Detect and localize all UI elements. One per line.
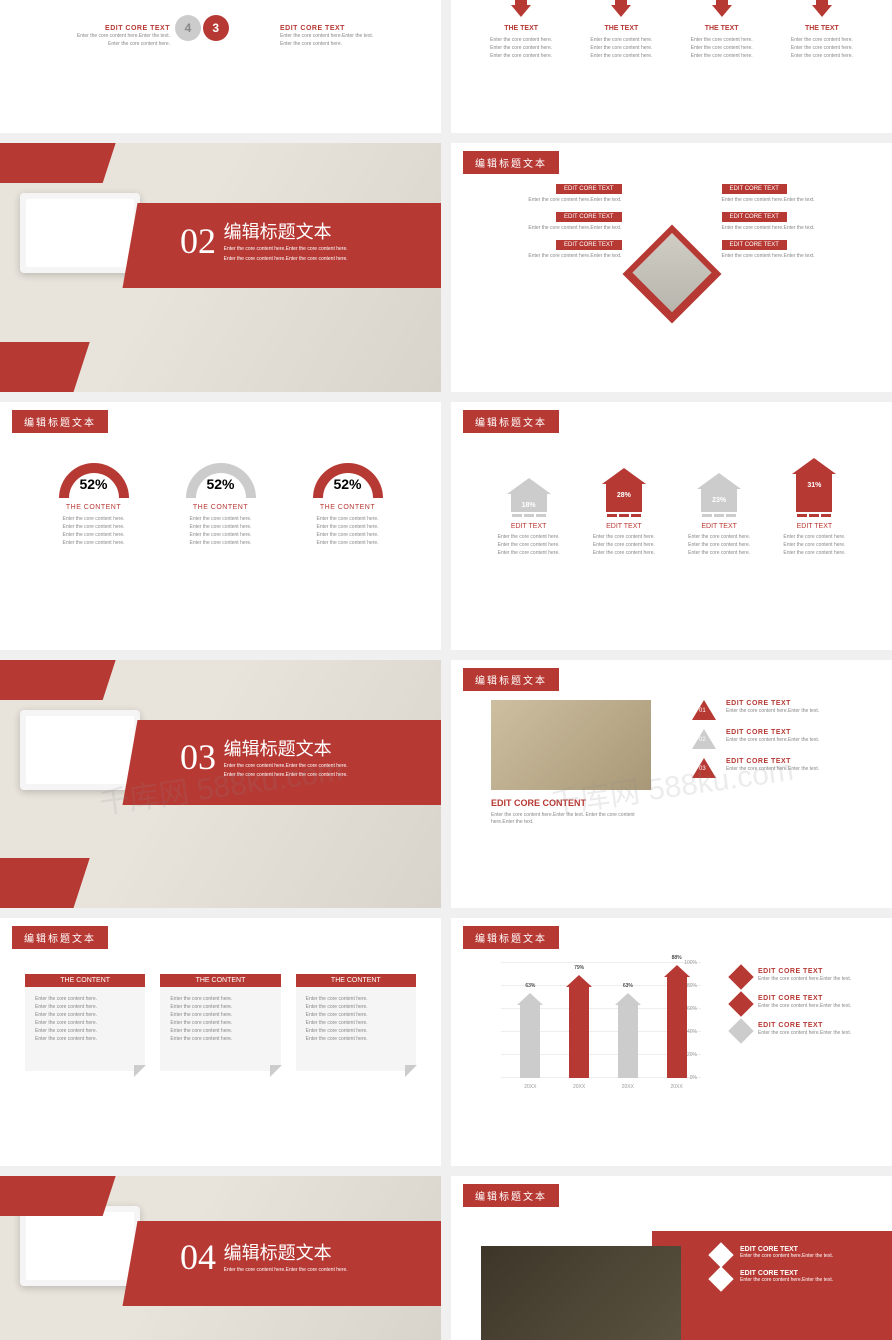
laptop-image [20,710,140,790]
slide-12: 编辑标题文本 EDIT CORE TEXTEnter the core cont… [451,1176,892,1340]
col-title: THE TEXT [581,25,661,32]
content-card: THE CONTENTEnter the core content here.E… [25,974,145,1071]
circle-4: 4 [175,15,201,41]
slide-title: 编辑标题文本 [463,668,559,691]
slide-2: THE TEXTEnter the core content here.Ente… [451,0,892,133]
slide-4: 编辑标题文本 EDIT CORE TEXTEnter the core cont… [451,143,892,391]
section-02: 02 编辑标题文本Enter the core content here.Ent… [0,143,441,391]
col-title: THE TEXT [481,25,561,32]
body-text: Enter the core content here.Enter the te… [60,32,170,40]
s1-right-title: EDIT CORE TEXT [280,25,400,32]
section-03: 03 编辑标题文本Enter the core content here.Ent… [0,660,441,908]
col-title: THE TEXT [782,25,862,32]
badge: EDIT CORE TEXT [556,184,621,194]
slide-title: 编辑标题文本 [463,410,559,433]
diamond-icon [708,1266,733,1291]
image-caption: EDIT CORE CONTENT [491,798,586,808]
content-image [481,1246,681,1340]
arrow-bar-chart: 0%20%40%60%80%100% 63%20XX79%20XX63%20XX… [481,963,701,1093]
body-text: Enter the core content here.Enter the te… [280,32,400,40]
diamond-icon [708,1242,733,1267]
s1-left-title: EDIT CORE TEXT [60,25,170,32]
body-text: Enter the core content here. [280,40,400,48]
gauge-value: 52% [39,476,149,492]
section-title: 编辑标题文本 [224,218,348,244]
section-number: 02 [180,220,216,262]
content-image [491,700,651,790]
slide-1: EDIT CORE TEXT Enter the core content he… [0,0,441,133]
slide-6-houses: 编辑标题文本 18%EDIT TEXTEnter the core conten… [451,402,892,650]
down-arrow-icon [712,5,732,17]
gauge-value: 52% [293,476,403,492]
gauge-value: 52% [166,476,276,492]
content-card: THE CONTENTEnter the core content here.E… [296,974,416,1071]
content-card: THE CONTENTEnter the core content here.E… [160,974,280,1071]
down-arrow-icon [511,5,531,17]
down-arrow-icon [812,5,832,17]
slide-title: 编辑标题文本 [12,926,108,949]
body-text: Enter the core content here. [60,40,170,48]
slide-title: 编辑标题文本 [463,926,559,949]
slide-9-cards: 编辑标题文本 THE CONTENTEnter the core content… [0,918,441,1166]
diamond-icon [728,964,753,989]
slide-5-gauges: 编辑标题文本 52%THE CONTENTEnter the core cont… [0,402,441,650]
diamond-icon [728,991,753,1016]
section-number: 03 [180,736,216,778]
laptop-image [20,1206,140,1286]
laptop-image [20,193,140,273]
section-04: 04 编辑标题文本Enter the core content here.Ent… [0,1176,441,1340]
circle-3: 3 [203,15,229,41]
diamond-icon [728,1018,753,1043]
slide-8: 编辑标题文本 EDIT CORE CONTENT Enter the core … [451,660,892,908]
slide-10-chart: 编辑标题文本 0%20%40%60%80%100% 63%20XX79%20XX… [451,918,892,1166]
down-arrow-icon [611,5,631,17]
section-number: 04 [180,1236,216,1278]
slide-title: 编辑标题文本 [463,151,559,174]
slide-title: 编辑标题文本 [12,410,108,433]
col-title: THE TEXT [682,25,762,32]
slide-title: 编辑标题文本 [463,1184,559,1207]
